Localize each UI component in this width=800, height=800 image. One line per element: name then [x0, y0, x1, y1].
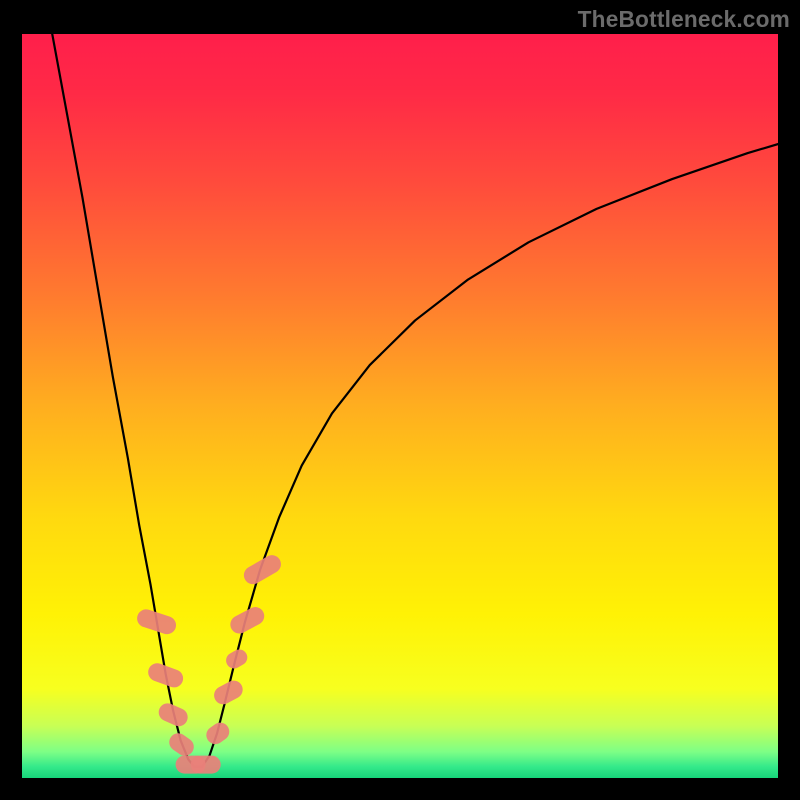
- curve-markers: [135, 552, 284, 774]
- curve-marker: [156, 700, 191, 729]
- curve-marker: [241, 552, 285, 588]
- curve-marker: [146, 661, 186, 690]
- curve-marker: [223, 647, 250, 672]
- watermark-label: TheBottleneck.com: [578, 6, 790, 33]
- chart-frame: TheBottleneck.com: [0, 0, 800, 800]
- curve-marker: [191, 756, 221, 774]
- curve-marker: [166, 730, 198, 760]
- curve-marker: [227, 604, 267, 637]
- bottleneck-curve: [22, 34, 778, 778]
- curve-path: [52, 34, 778, 767]
- curve-marker: [203, 719, 233, 748]
- curve-marker: [211, 677, 246, 707]
- plot-area: [22, 34, 778, 778]
- curve-marker: [135, 607, 179, 636]
